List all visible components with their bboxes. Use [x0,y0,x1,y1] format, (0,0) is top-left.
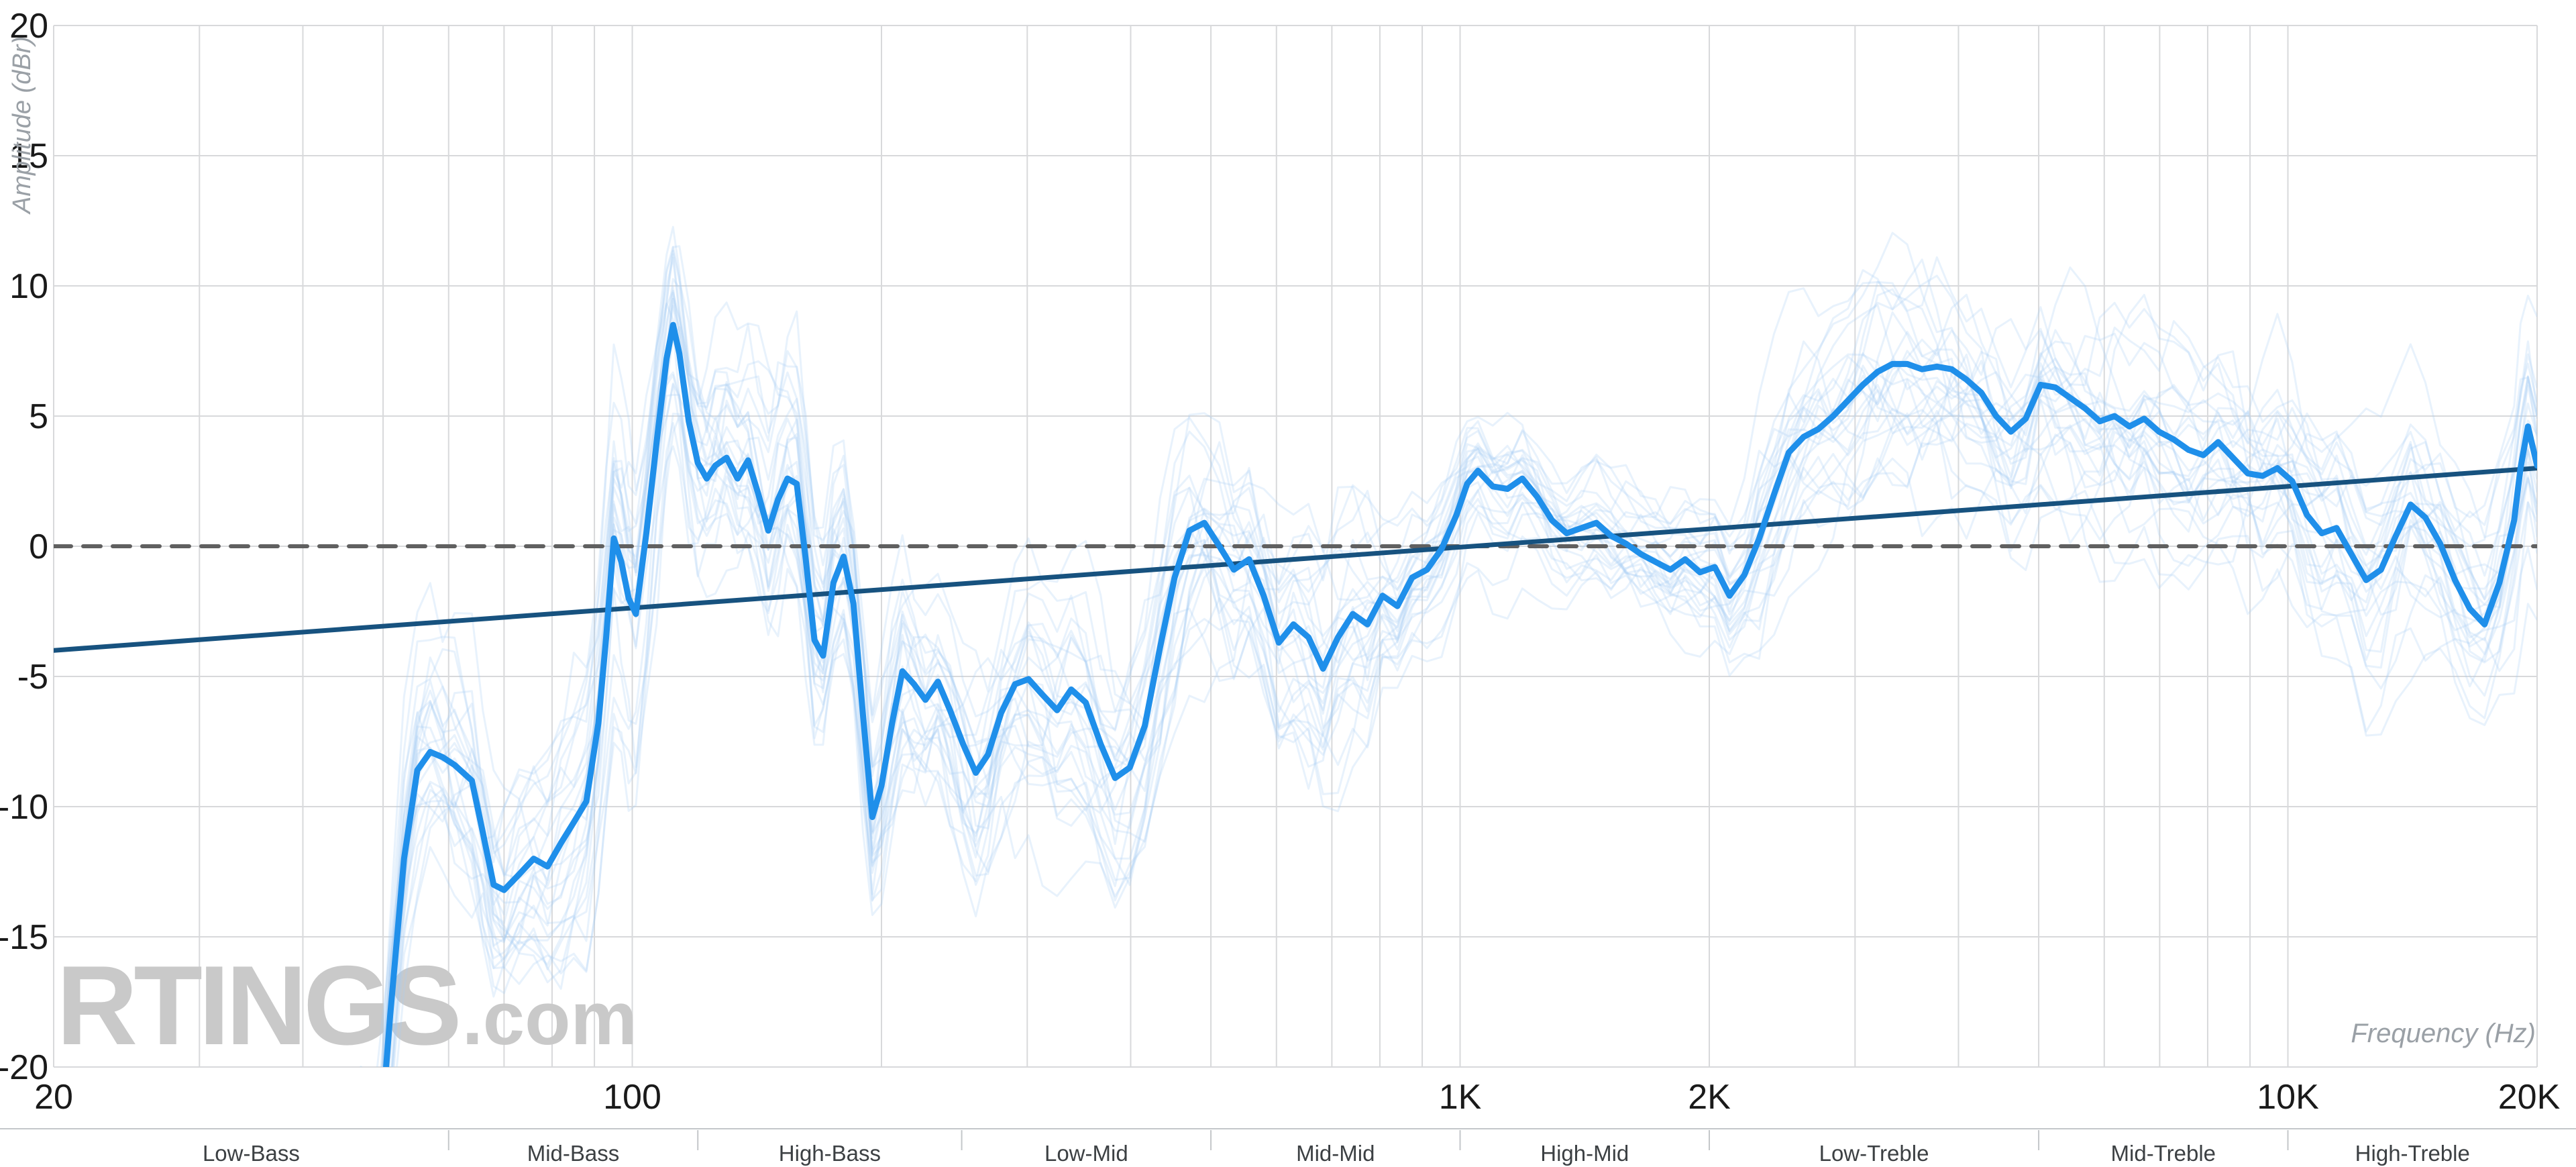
band-label: Mid-Treble [2111,1141,2216,1166]
measurement-trace [390,245,2537,1067]
x-tick-label: 100 [603,1078,661,1117]
measurement-trace [387,355,2537,1067]
x-axis-ticks: 20 100 1K 2K 10K 20K [34,1078,2560,1117]
band-label: High-Bass [779,1141,881,1166]
measurement-trace [390,291,2537,1067]
measurement-trace [381,293,2537,1067]
y-axis-title: Amplitude (dBr) [8,36,36,213]
band-label: Low-Treble [1819,1141,1929,1166]
measurement-trace [388,297,2537,1067]
band-label: Low-Bass [203,1141,300,1166]
measurement-trace [390,278,2537,1067]
y-tick-label: 10 [9,267,48,306]
measurement-trace [396,250,2537,1067]
y-tick-label: -10 [0,788,48,827]
y-tick-label: -20 [0,1048,48,1087]
y-tick-label: 15 [9,137,48,176]
watermark-suffix: .com [462,976,637,1060]
measurement-trace [360,331,2537,1067]
y-tick-label: -15 [0,918,48,957]
y-tick-label: 5 [29,397,48,436]
x-tick-label: 2K [1688,1078,1731,1117]
x-tick-label: 1K [1439,1078,1482,1117]
band-label: High-Mid [1540,1141,1629,1166]
x-tick-label: 20K [2498,1078,2561,1117]
measurement-trace [380,253,2537,1067]
frequency-band-strip: Low-Bass Mid-Bass High-Bass Low-Mid Mid-Mid H… [0,1128,2576,1166]
x-axis-title: Frequency (Hz) [2351,1019,2536,1048]
series-lines [54,321,2537,1067]
measured-response-line [383,321,2537,1067]
measurement-trace [380,266,2537,1067]
band-label: High-Treble [2355,1141,2470,1166]
band-label: Mid-Bass [527,1141,620,1166]
band-label: Mid-Mid [1296,1141,1375,1166]
band-label: Low-Mid [1044,1141,1128,1166]
measurement-trace [388,246,2537,1067]
y-tick-label: 0 [29,527,48,566]
measurement-trace [382,318,2537,1067]
measurement-trace [383,256,2537,1067]
x-tick-label: 10K [2257,1078,2319,1117]
y-tick-label: 20 [9,7,48,46]
y-axis-ticks: 20 15 10 5 0 -5 -10 -15 -20 [0,7,48,1087]
measurement-trace [384,274,2537,1067]
measurement-trace [381,340,2537,1067]
measurement-trace [386,352,2537,1067]
measurement-trace-cloud [360,225,2537,1067]
measurement-trace [382,295,2537,1067]
measurement-trace [385,225,2537,1067]
measurement-trace [382,289,2537,1067]
target-response-line [54,466,2537,653]
measurement-trace [386,288,2537,1067]
x-tick-label: 20 [34,1078,73,1117]
y-tick-label: -5 [17,658,48,697]
